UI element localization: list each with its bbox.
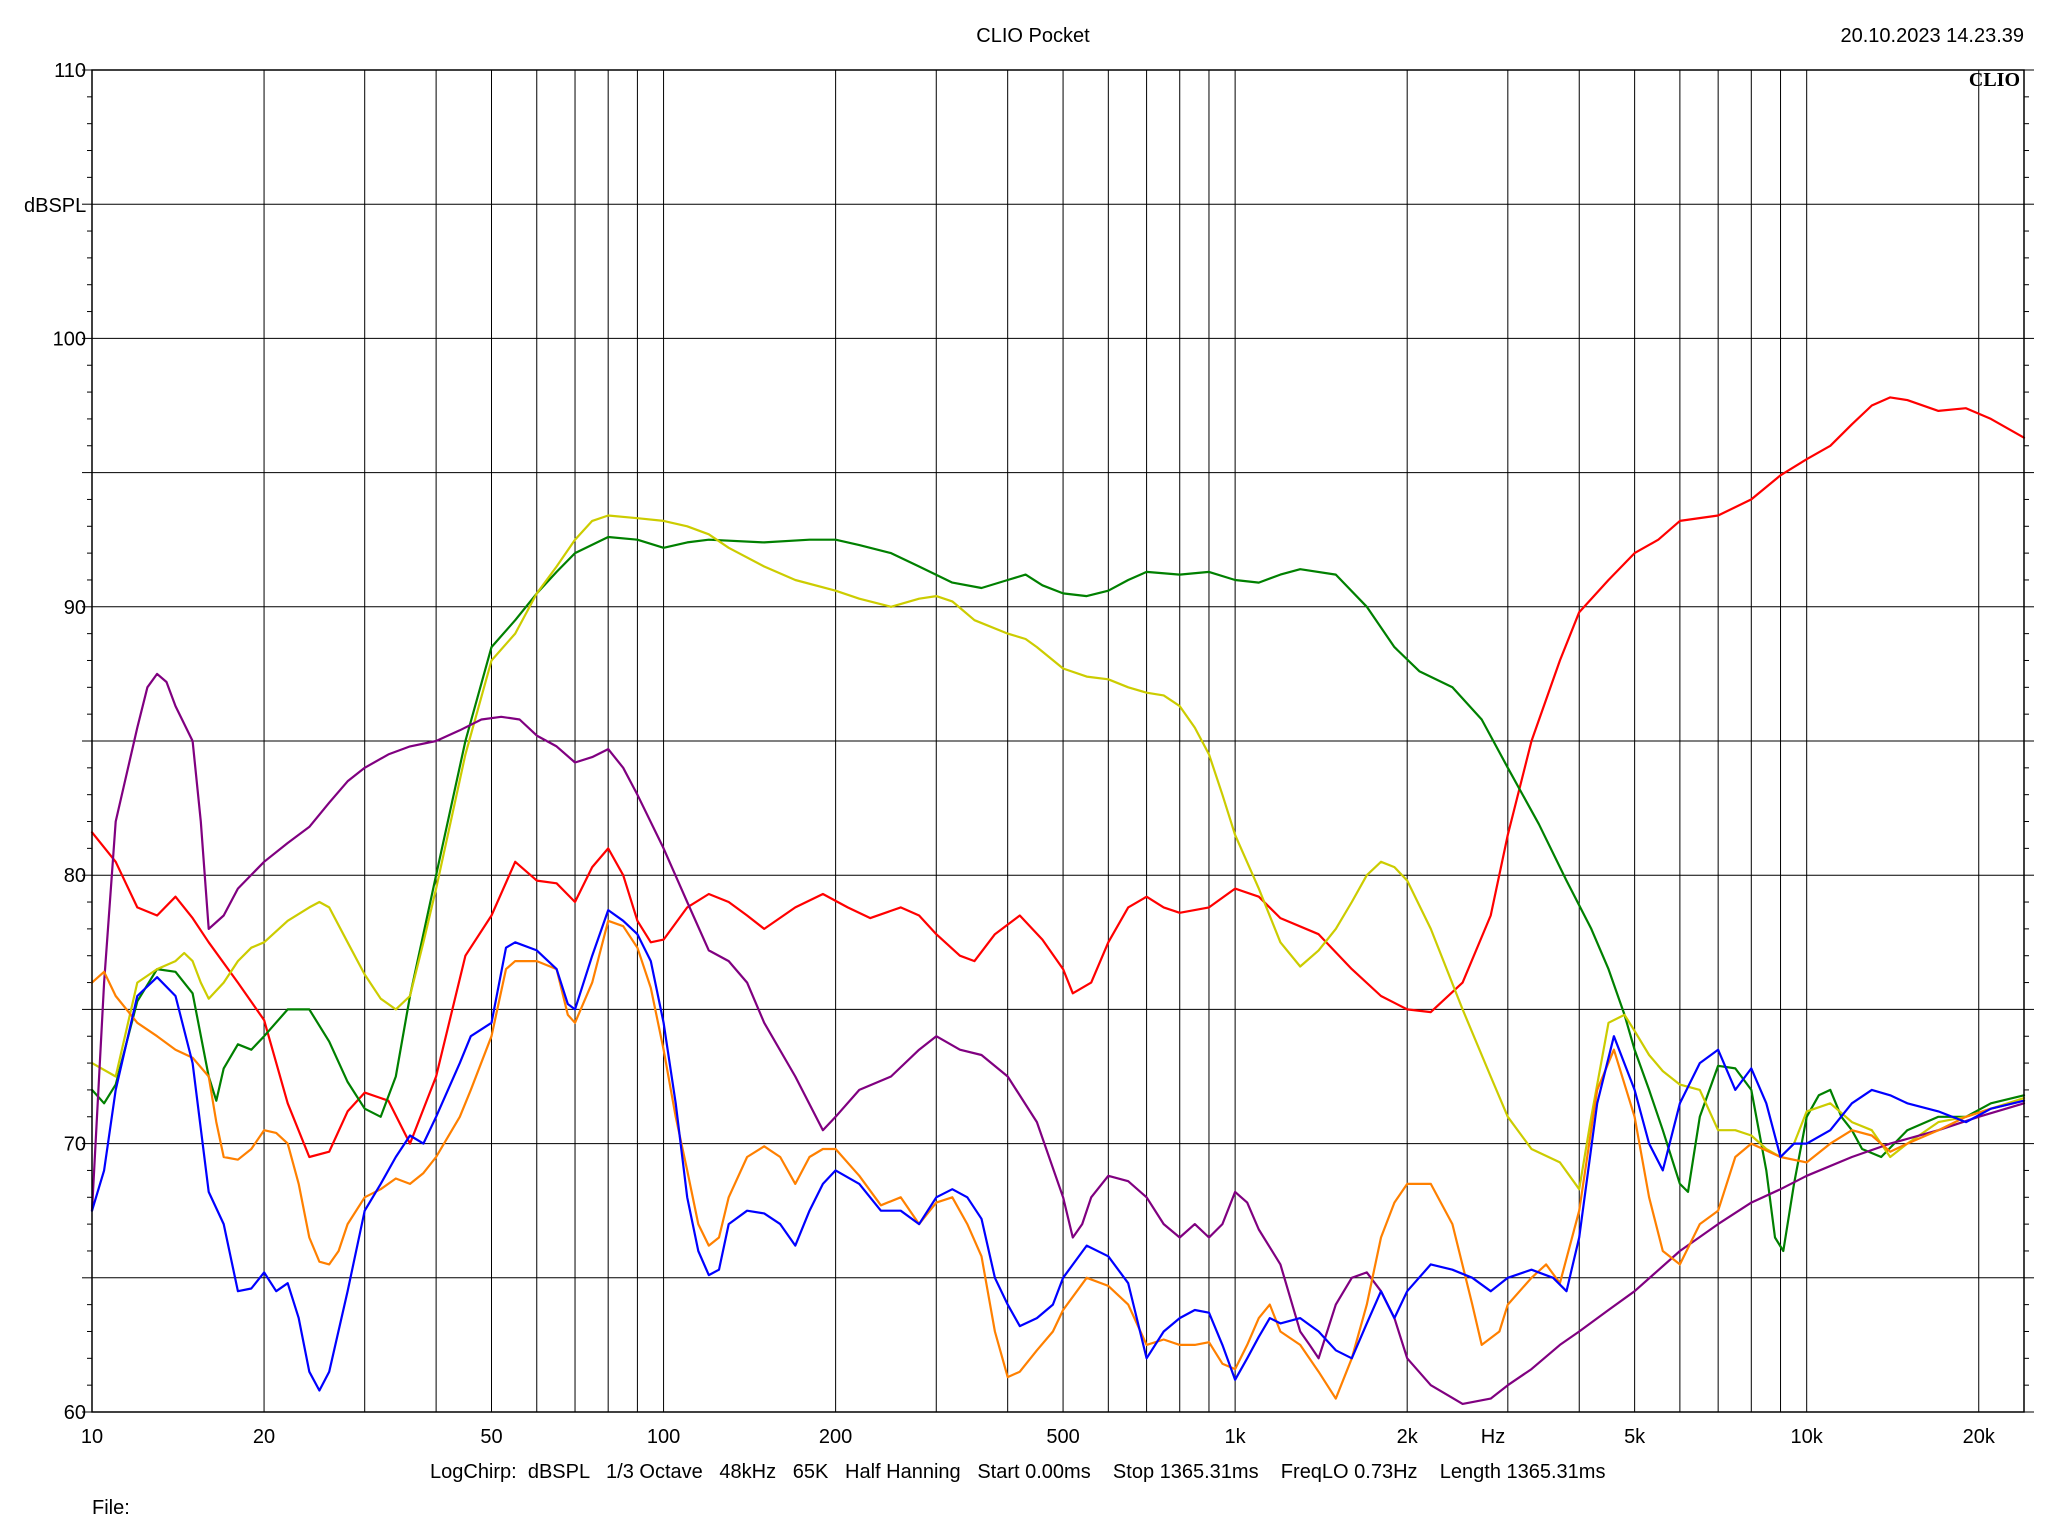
plot-grid bbox=[82, 69, 2034, 1413]
x-tick-label: 200 bbox=[819, 1426, 852, 1448]
y-tick-label: 60 bbox=[64, 1402, 86, 1424]
series-line-3 bbox=[90, 514, 2026, 1191]
plot-frame bbox=[91, 69, 2025, 1413]
y-tick-label: 110 bbox=[54, 60, 86, 82]
x-tick-label: 2k bbox=[1397, 1426, 1419, 1448]
series-line-5 bbox=[90, 919, 2026, 1400]
series-line-2 bbox=[90, 535, 2026, 1253]
x-tick-label: 1k bbox=[1225, 1426, 1247, 1448]
series-layer bbox=[90, 396, 2026, 1405]
y-tick-label: 70 bbox=[64, 1134, 86, 1156]
x-tick-label: 20k bbox=[1963, 1426, 1996, 1448]
series-line-6 bbox=[90, 909, 2026, 1392]
timestamp: 20.10.2023 14.23.39 bbox=[1840, 25, 2024, 47]
y-tick-label: 80 bbox=[64, 865, 86, 887]
series-line-4 bbox=[90, 672, 2026, 1405]
x-tick-label: 10k bbox=[1791, 1426, 1824, 1448]
x-tick-label: 5k bbox=[1624, 1426, 1646, 1448]
y-tick-label: 100 bbox=[53, 328, 86, 350]
x-tick-label: 500 bbox=[1046, 1426, 1079, 1448]
file-label: File: bbox=[92, 1497, 130, 1519]
chart-title: CLIO Pocket bbox=[976, 25, 1090, 47]
measurement-settings: LogChirp: dBSPL 1/3 Octave 48kHz 65K Hal… bbox=[430, 1461, 1605, 1483]
x-tick-label: 20 bbox=[253, 1426, 275, 1448]
x-tick-label: 50 bbox=[480, 1426, 502, 1448]
y-axis-label: dBSPL bbox=[24, 195, 86, 217]
y-tick-label: 90 bbox=[64, 597, 86, 619]
series-line-1 bbox=[90, 396, 2026, 1159]
x-tick-label: 10 bbox=[81, 1426, 103, 1448]
x-tick-label: 100 bbox=[647, 1426, 680, 1448]
x-tick-labels: 10 20 50 100 200 500 1k 2k 5k 10k 20k bbox=[81, 1426, 1996, 1448]
x-axis-unit-label: Hz bbox=[1481, 1426, 1505, 1448]
y-tick-labels: 60 70 80 90 100 110 bbox=[53, 60, 86, 1424]
clio-logo: CLIO bbox=[1969, 69, 2020, 91]
